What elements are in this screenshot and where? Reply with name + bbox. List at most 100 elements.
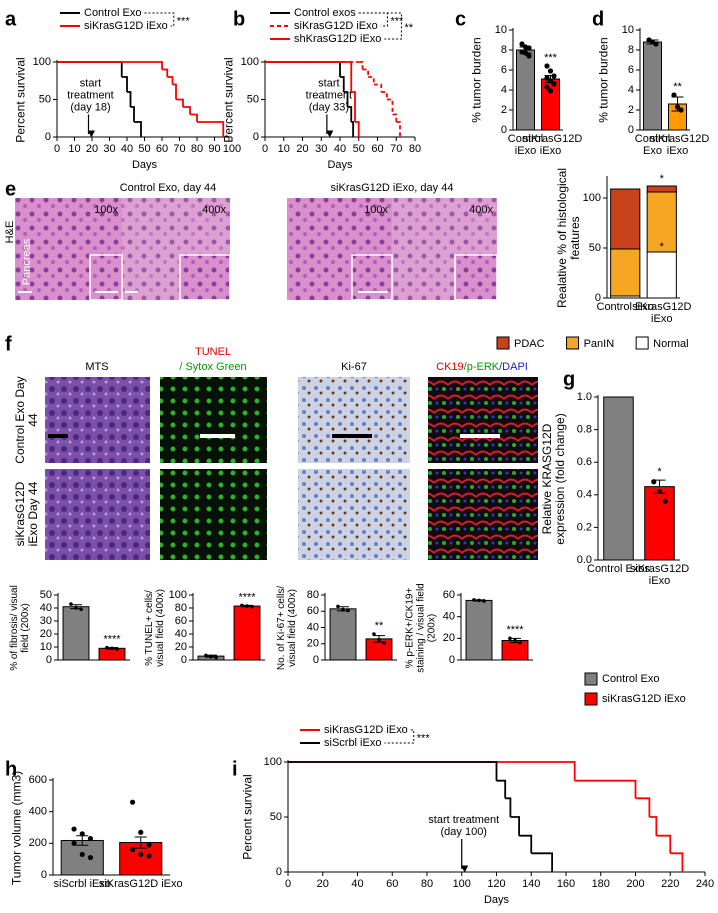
- y-tick-label: 10: [622, 24, 634, 36]
- x-tick-label: Control Exos: [587, 563, 650, 575]
- y-tick-label: 2: [501, 104, 507, 116]
- legend-swatch: [635, 336, 649, 350]
- x-tick-label: siKrasG12D iExo: [629, 563, 690, 588]
- survival-step: [172, 83, 177, 100]
- panel-label: a: [5, 8, 17, 30]
- x-tick-label: 70: [173, 143, 185, 155]
- column-title: Ki-67: [341, 361, 367, 373]
- x-tick-label: 10: [278, 143, 290, 155]
- y-tick-label: 10: [40, 641, 52, 653]
- data-point: [129, 847, 136, 853]
- significance: ****: [238, 591, 256, 603]
- data-point: [547, 88, 554, 94]
- x-tick-label: 20: [317, 878, 329, 890]
- survival-step: [358, 61, 364, 70]
- survival-step: [118, 61, 123, 77]
- significance: *: [657, 466, 662, 478]
- y-axis-label: Realative % of histological features: [554, 167, 582, 309]
- y-tick-label: 60: [443, 589, 455, 601]
- bar: [644, 486, 675, 561]
- survival-step: [362, 68, 370, 77]
- legend-label: PDAC: [514, 338, 545, 350]
- data-point: [204, 653, 208, 658]
- significance: ****: [506, 624, 524, 636]
- survival-step: [183, 106, 191, 115]
- y-tick-label: 50: [270, 811, 282, 823]
- x-tick-label: Control Exo: [634, 133, 671, 158]
- x-tick-label: 40: [334, 143, 346, 155]
- data-point: [551, 73, 557, 79]
- survival-step: [340, 76, 345, 92]
- legend-swatch: [584, 672, 598, 686]
- legend-swatch: [566, 336, 580, 350]
- bar: [501, 640, 529, 661]
- row-label: siKrasG12D iExo Day 44: [12, 481, 40, 547]
- data-point: [522, 50, 529, 56]
- legend-swatch: [496, 336, 510, 350]
- y-tick-label: 0.8: [577, 424, 592, 436]
- y-axis-label: Relative KRASG12D expression (fold chang…: [539, 412, 567, 545]
- y-tick-label: 0: [45, 131, 51, 143]
- x-tick-label: siKrasG12D iExo: [650, 133, 710, 158]
- significance: **: [375, 620, 384, 632]
- significance: *: [660, 173, 665, 185]
- bar: [329, 608, 357, 661]
- annotation: treatment: [306, 89, 352, 101]
- y-tick-label: 400: [29, 806, 47, 818]
- legend-label: siScrbl iExo: [324, 737, 381, 749]
- data-point: [71, 826, 77, 832]
- y-tick-label: 0: [181, 654, 187, 666]
- row-label: Control Exo Day 44: [12, 376, 40, 464]
- data-point: [547, 78, 554, 84]
- y-tick-label: 100: [264, 756, 282, 768]
- y-axis-label: % tumor burden: [596, 37, 611, 123]
- data-point: [71, 840, 77, 846]
- data-point: [245, 604, 249, 608]
- data-point: [678, 107, 684, 113]
- data-point: [547, 68, 554, 74]
- survival-step: [381, 91, 388, 100]
- y-tick-label: 80: [307, 589, 319, 601]
- survival-step: [134, 121, 142, 137]
- data-point: [79, 851, 85, 858]
- x-tick-label: 100: [453, 878, 471, 890]
- y-tick-label: 6: [628, 64, 634, 76]
- magnification: 400x: [202, 204, 226, 216]
- survival-step: [392, 113, 398, 122]
- survival-step: [288, 761, 498, 781]
- y-tick-label: 8: [628, 44, 634, 56]
- x-tick-label: 40: [121, 143, 133, 155]
- annotation: (day 33): [309, 101, 349, 113]
- data-point: [544, 63, 550, 69]
- x-tick-label: 180: [592, 878, 610, 890]
- data-point: [544, 84, 550, 90]
- bar: [516, 49, 535, 131]
- survival-step: [635, 797, 651, 817]
- y-tick-label: 1.0: [577, 391, 592, 403]
- data-point: [653, 41, 659, 47]
- significance-bracket: [358, 12, 402, 40]
- micrographs-f: [45, 377, 538, 560]
- x-tick-label: 50: [353, 143, 365, 155]
- x-tick-label: Control iExo: [507, 133, 544, 158]
- survival-step: [167, 76, 174, 85]
- survival-step: [496, 779, 507, 799]
- y-axis-label: Percent survival: [240, 774, 255, 860]
- significance: ***: [177, 15, 191, 27]
- y-axis-label: Percent survival: [13, 56, 28, 143]
- data-point: [671, 92, 677, 98]
- stain-label: H&E: [4, 221, 16, 244]
- y-tick-label: 50: [39, 93, 51, 105]
- significance: ***: [417, 732, 431, 744]
- data-point: [138, 829, 144, 835]
- bar: [643, 41, 662, 131]
- bar: [62, 606, 90, 661]
- micrographs-e: [15, 198, 498, 301]
- x-tick-label: 30: [103, 143, 115, 155]
- annotation: start: [80, 77, 101, 89]
- data-point: [341, 607, 345, 612]
- y-tick-label: 0.6: [577, 456, 592, 468]
- survival-step: [373, 83, 383, 92]
- survival-step: [197, 121, 225, 137]
- bar-segment: [646, 191, 677, 253]
